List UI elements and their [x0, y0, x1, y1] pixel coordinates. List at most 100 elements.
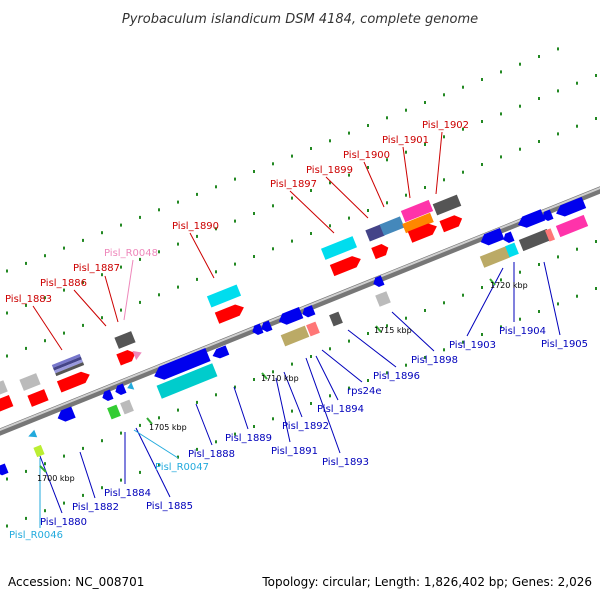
gene-label-pisl-1884: Pisl_1884	[104, 488, 151, 499]
tick-dot	[386, 324, 388, 328]
tick-dot	[519, 62, 521, 66]
tick-dot	[139, 300, 141, 304]
position-mark-1700: 1700 kbp	[37, 465, 75, 483]
tick-dot	[557, 47, 559, 51]
callout-line	[73, 289, 107, 327]
tick-dot	[120, 223, 122, 227]
tick-dot	[367, 379, 369, 382]
tick-dot	[253, 255, 255, 258]
callout-line	[189, 232, 215, 279]
tick-dot	[253, 378, 255, 381]
tick-dot	[196, 400, 198, 404]
gene-feature	[373, 275, 385, 288]
gene-feature	[505, 242, 519, 258]
tick-dot	[348, 339, 350, 343]
tick-dot	[63, 331, 65, 335]
tick-dot	[234, 262, 236, 266]
tick-dot	[538, 263, 540, 266]
gene-feature	[379, 216, 405, 236]
gene-label-pisl-r0046: Pisl_R0046	[9, 530, 63, 541]
tick-dot	[557, 89, 559, 93]
tick-dot	[424, 143, 426, 146]
gene-feature	[0, 394, 14, 419]
tick-dot	[576, 247, 578, 251]
tick-dot	[272, 162, 274, 166]
position-label: 1700 kbp	[37, 474, 75, 483]
gene-feature	[115, 383, 127, 396]
tick-dot	[405, 150, 407, 154]
callout-line	[289, 190, 335, 234]
tick-dot	[139, 423, 141, 427]
tick-dot	[177, 285, 179, 289]
gene-label-pisl-1898: Pisl_1898	[411, 355, 458, 366]
tick-dot	[348, 173, 350, 177]
callout-line	[123, 259, 134, 321]
tick-dot	[538, 310, 540, 313]
gene-labels: Pisl_1883 Pisl_1886 Pisl_1887 Pisl_R0048…	[5, 120, 588, 541]
gene-label-pisl-1900: Pisl_1900	[343, 150, 390, 161]
tick-dot	[386, 201, 388, 205]
callout-line	[325, 176, 369, 219]
tick-dot	[234, 385, 236, 389]
tick-dot	[481, 333, 483, 336]
accession-text: Accession: NC_008701	[8, 575, 144, 589]
tick-dot	[500, 112, 502, 116]
tick-dot	[291, 409, 293, 413]
gene-feature	[212, 345, 230, 359]
tick-dot	[367, 332, 369, 335]
callout-line	[435, 131, 443, 195]
tick-dot	[120, 265, 122, 269]
position-mark-1705: 1705 kbp	[146, 417, 187, 432]
gene-label-pisl-1903: Pisl_1903	[449, 340, 496, 351]
gene-feature	[432, 194, 462, 216]
gene-feature	[479, 246, 511, 268]
gene-feature	[27, 389, 49, 407]
tick-dot	[272, 204, 274, 208]
gene-feature	[154, 348, 211, 380]
tick-dot	[481, 78, 483, 81]
tick-dot	[120, 308, 122, 312]
forward-strand-features	[0, 194, 589, 419]
tick-dot	[291, 196, 293, 200]
tick-dot	[139, 215, 141, 219]
tick-dot	[158, 293, 160, 297]
tick-dot	[595, 240, 597, 243]
gene-feature	[0, 463, 9, 476]
tick-dot	[291, 154, 293, 158]
tick-dot	[63, 288, 65, 292]
tick-dot	[443, 135, 445, 139]
gene-label-pisl-1883: Pisl_1883	[5, 294, 52, 305]
gene-feature	[503, 231, 515, 244]
gene-feature	[102, 389, 114, 402]
position-marks: 1700 kbp 1705 kbp 1710 kbp 1715 kbp 1720…	[37, 278, 528, 483]
callout-lines	[32, 131, 561, 528]
tick-dot	[310, 232, 312, 235]
tick-dot	[481, 286, 483, 289]
tick-dot	[519, 147, 521, 151]
tick-dot	[386, 371, 388, 375]
gene-feature	[320, 236, 358, 260]
tick-dot	[595, 74, 597, 77]
tick-dot	[576, 81, 578, 85]
gene-feature	[56, 371, 90, 393]
callout-line	[321, 349, 363, 383]
tick-dot	[424, 356, 426, 359]
tick-dot	[272, 370, 274, 374]
gene-feature	[407, 223, 437, 243]
tick-dot	[82, 238, 84, 242]
gene-feature	[120, 399, 134, 415]
rna-feature	[28, 429, 38, 438]
gene-feature	[542, 209, 554, 222]
tick-dot	[500, 325, 502, 329]
gene-label-pisl-1897: Pisl_1897	[270, 179, 317, 190]
tick-dot	[196, 192, 198, 196]
gene-feature	[278, 306, 304, 325]
tick-dot-rows	[6, 47, 597, 528]
tick-dot	[158, 208, 160, 212]
tick-dot	[386, 158, 388, 162]
tick-dot	[310, 147, 312, 150]
tick-dot	[405, 108, 407, 112]
gene-label-pisl-1896: Pisl_1896	[373, 371, 420, 382]
tick-dot	[291, 239, 293, 243]
